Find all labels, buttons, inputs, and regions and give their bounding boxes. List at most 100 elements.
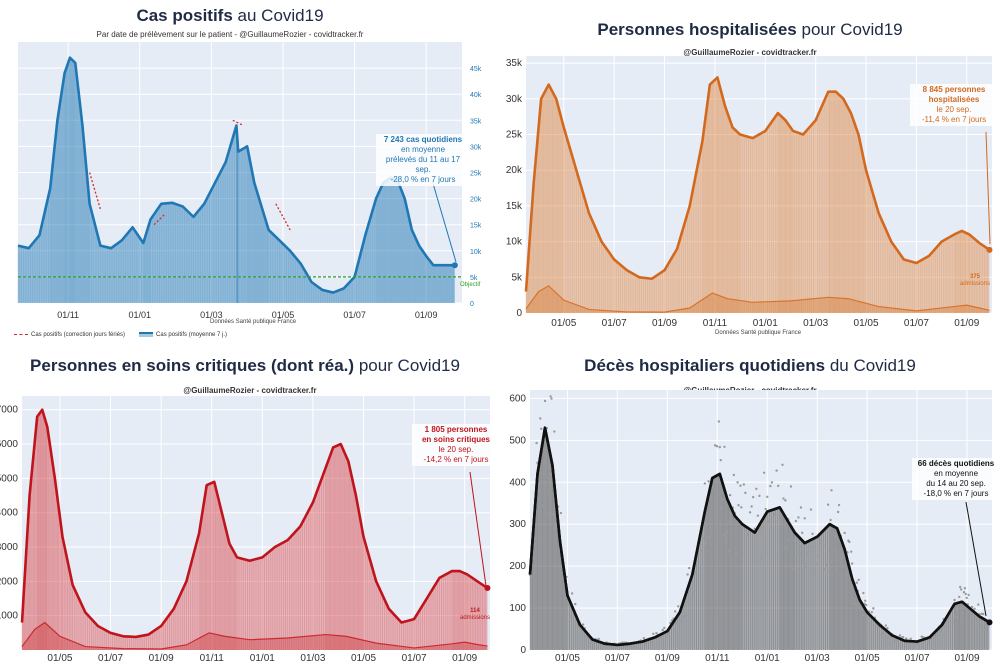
y-tick-label: 10k: [506, 237, 523, 248]
daily-point: [776, 484, 780, 488]
daily-point: [715, 445, 719, 448]
daily-point: [801, 531, 804, 535]
daily-point: [848, 540, 851, 544]
daily-point: [719, 458, 722, 462]
daily-point: [742, 483, 746, 486]
x-tick-label: 01/09: [149, 653, 174, 664]
admissions-line: [525, 285, 990, 313]
chart-title: Cas positifs au Covid19: [136, 6, 324, 25]
chart-annotation: 1 805 personnes en soins critiques le 20…: [412, 424, 500, 466]
daily-point: [814, 562, 817, 566]
y-tick-label: 30k: [506, 94, 523, 105]
chart-svg-dc: 0 100 200 300 400 500 600 01/05 01/07 01/09 01/11 0…: [509, 390, 993, 664]
daily-point: [740, 506, 743, 509]
daily-point: [812, 569, 816, 572]
daily-point: [688, 566, 691, 570]
last-point-marker: [986, 246, 993, 253]
daily-point: [664, 633, 667, 637]
y-tick-label: 45k: [470, 66, 482, 73]
y-tick-label: 15k: [506, 201, 523, 212]
daily-point: [706, 550, 709, 553]
y-tick-label: 5k: [470, 275, 478, 282]
daily-point: [850, 550, 853, 553]
daily-point: [550, 397, 553, 400]
x-tick-label: 01/01: [755, 653, 780, 664]
daily-point: [965, 596, 968, 600]
daily-point: [770, 481, 774, 484]
daily-point: [557, 548, 561, 551]
daily-point: [661, 628, 664, 632]
daily-point: [655, 631, 658, 635]
daily-point: [572, 616, 575, 619]
chart-panel-hosp: Personnes hospitalisées pour Covid19 @Gu…: [500, 0, 1000, 340]
daily-point: [895, 639, 898, 642]
daily-point: [773, 513, 777, 516]
annotation-leader: [469, 471, 487, 587]
daily-point: [865, 616, 869, 620]
x-tick-label: 01/05: [272, 310, 295, 320]
daily-point: [716, 493, 720, 497]
daily-point: [833, 549, 836, 552]
daily-point: [835, 558, 839, 562]
daily-point: [677, 605, 680, 608]
daily-point: [650, 640, 653, 643]
daily-point: [791, 567, 795, 570]
daily-point: [822, 543, 825, 546]
daily-point: [835, 566, 838, 570]
daily-point: [761, 557, 764, 560]
x-tick-label: 01/07: [904, 318, 929, 329]
daily-point: [798, 551, 801, 555]
y-tick-label: 3000: [0, 542, 18, 553]
daily-point: [864, 603, 868, 607]
daily-point: [673, 610, 677, 613]
daily-point: [558, 564, 562, 568]
daily-point: [725, 541, 728, 544]
daily-point: [951, 620, 955, 623]
y-tick-label: 2000: [0, 576, 18, 587]
daily-point: [712, 535, 716, 538]
daily-point: [803, 517, 806, 520]
daily-point: [787, 538, 791, 541]
daily-point: [644, 642, 647, 646]
daily-point: [977, 603, 980, 606]
daily-point: [842, 564, 845, 568]
daily-point: [909, 637, 913, 640]
daily-point: [750, 505, 753, 508]
series-area: [18, 57, 455, 303]
daily-point: [859, 605, 862, 608]
daily-point: [915, 643, 919, 646]
daily-point: [726, 530, 729, 534]
daily-point: [741, 526, 744, 530]
daily-point: [566, 599, 569, 603]
x-tick-label: 01/07: [605, 653, 630, 664]
daily-point: [830, 489, 833, 492]
daily-point: [870, 610, 874, 614]
daily-point: [727, 520, 730, 523]
daily-point: [543, 399, 547, 403]
daily-point: [926, 640, 930, 643]
daily-point: [808, 545, 811, 549]
x-tick-label: 01/03: [803, 318, 828, 329]
daily-point: [542, 472, 546, 475]
daily-point: [957, 603, 960, 607]
daily-point: [834, 535, 837, 538]
chart-panel-rea: Personnes en soins critiques (dont réa.)…: [0, 340, 500, 665]
daily-point: [534, 542, 537, 545]
daily-point: [530, 575, 534, 578]
x-tick-label: 01/03: [200, 310, 223, 320]
daily-point: [778, 550, 781, 554]
daily-point: [704, 542, 707, 545]
daily-point: [666, 636, 669, 639]
chart-title: Personnes en soins critiques (dont réa.)…: [30, 356, 460, 375]
daily-point: [898, 634, 902, 637]
series-line-top: [528, 426, 991, 647]
daily-point: [956, 608, 959, 611]
daily-point: [782, 497, 785, 500]
daily-point: [850, 562, 854, 565]
daily-point: [819, 540, 822, 543]
daily-point: [732, 473, 736, 477]
daily-point: [797, 516, 800, 519]
daily-point: [547, 491, 550, 494]
daily-point: [832, 533, 835, 536]
daily-point: [739, 484, 742, 487]
